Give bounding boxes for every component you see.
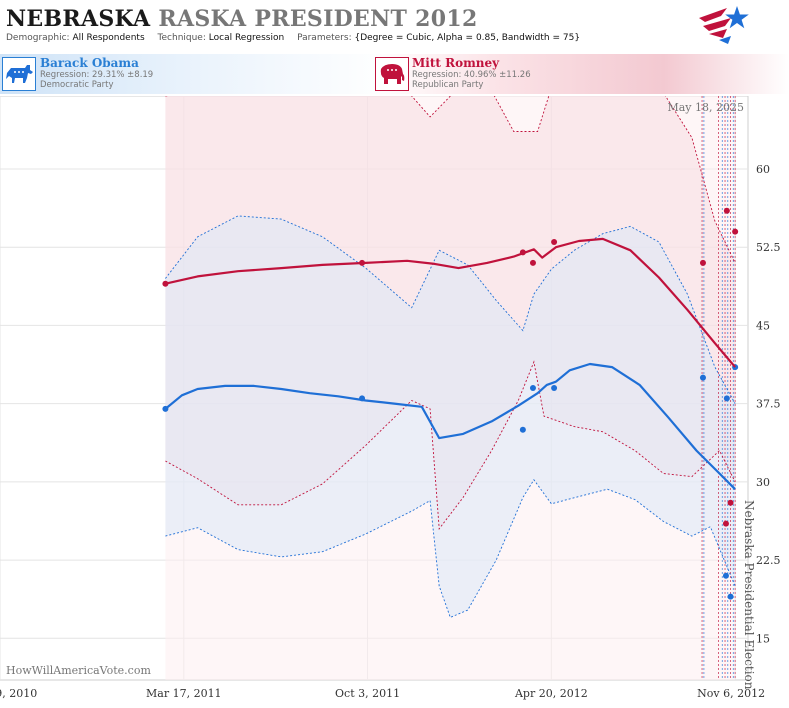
x-tick-label: Apr 20, 2012 <box>514 687 588 700</box>
candidate-obama[interactable]: Barack Obama Regression: 29.31% ±8.19 De… <box>0 54 390 94</box>
parameters-label: Parameters: <box>297 33 352 43</box>
chart-svg: 15 22.5 30 37.5 45 52.5 60 Aug 29, 2010 Mar 17, … <box>0 95 781 700</box>
obama-poll-point <box>529 385 536 391</box>
technique-value: Local Regression <box>208 33 285 43</box>
obama-poll-point <box>359 395 366 402</box>
election-label: Nebraska Presidential Election <box>742 500 756 690</box>
donkey-icon <box>2 57 36 91</box>
parameters-value: {Degree = Cubic, Alpha = 0.85, Bandwidth… <box>354 33 581 43</box>
header: NEBRASKA RASKA PRESIDENT 2012 Demographi… <box>0 0 789 50</box>
obama-poll-point <box>162 405 169 412</box>
romney-poll-point <box>727 499 734 506</box>
romney-poll-point <box>529 259 536 266</box>
demographic-label: Demographic: <box>6 33 70 43</box>
candidate-party: Democratic Party <box>40 80 114 90</box>
romney-poll-point <box>732 228 739 235</box>
candidate-regression: Regression: 29.31% ±8.19 <box>40 70 154 80</box>
romney-poll-point <box>722 520 729 527</box>
page-title: NEBRASKA RASKA PRESIDENT 2012 <box>6 6 478 32</box>
title-rest: RASKA PRESIDENT 2012 <box>158 6 478 32</box>
series-group <box>162 96 739 680</box>
romney-poll-point <box>359 259 366 266</box>
candidate-legend: Barack Obama Regression: 29.31% ±8.19 De… <box>0 54 789 94</box>
obama-trend-line <box>164 362 736 490</box>
candidate-name: Mitt Romney <box>412 56 500 70</box>
site-logo[interactable] <box>697 4 751 50</box>
parameters-line: Demographic: All Respondents Technique: … <box>6 33 580 43</box>
obama-poll-point <box>519 426 526 433</box>
x-tick-label: Oct 3, 2011 <box>335 687 400 700</box>
technique-label: Technique: <box>157 33 206 43</box>
romney-poll-point <box>551 239 558 245</box>
candidate-name: Barack Obama <box>40 56 139 70</box>
romney-poll-point <box>723 207 730 214</box>
date-stamp: May 18, 2025 <box>667 101 744 114</box>
obama-poll-point <box>723 395 730 402</box>
romney-poll-point <box>699 259 706 266</box>
romney-poll-point <box>519 249 526 256</box>
candidate-romney[interactable]: Mitt Romney Regression: 40.96% ±11.26 Re… <box>372 54 789 94</box>
demographic-value: All Respondents <box>72 33 145 43</box>
x-tick-label: Aug 29, 2010 <box>0 687 37 700</box>
elephant-icon <box>375 57 409 91</box>
romney-poll-point <box>162 280 169 287</box>
y-tick-label: 37.5 <box>756 398 781 411</box>
y-tick-label: 45 <box>756 319 770 332</box>
candidate-regression: Regression: 40.96% ±11.26 <box>412 70 531 80</box>
y-tick-label: 15 <box>756 632 770 645</box>
watermark: HowWillAmericaVote.com <box>6 664 151 677</box>
obama-poll-point <box>727 593 734 600</box>
y-tick-label: 52.5 <box>756 241 781 254</box>
chart-area: 15 22.5 30 37.5 45 52.5 60 Aug 29, 2010 Mar 17, … <box>0 95 789 704</box>
romney-trend-line <box>165 237 736 368</box>
x-tick-label: Mar 17, 2011 <box>146 687 222 700</box>
obama-confidence-band <box>165 215 736 618</box>
x-tick-label: Nov 6, 2012 <box>697 687 765 700</box>
obama-poll-point <box>699 374 706 381</box>
y-tick-label: 30 <box>756 476 770 489</box>
obama-poll-point <box>722 572 729 579</box>
title-state: NEBRASKA <box>6 6 151 32</box>
romney-ci-upper-line <box>165 96 736 264</box>
obama-poll-point <box>551 385 558 391</box>
obama-ci-upper-line <box>165 215 736 404</box>
candidate-party: Republican Party <box>412 80 484 90</box>
y-tick-label: 60 <box>756 163 770 176</box>
y-tick-label: 22.5 <box>756 554 781 567</box>
